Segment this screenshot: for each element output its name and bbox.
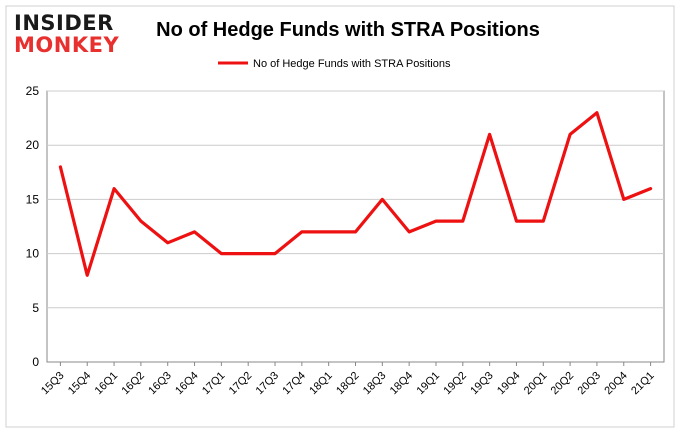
- data-point: [488, 133, 491, 136]
- y-tick-label: 25: [26, 84, 40, 98]
- y-axis-ticks: 0 5 10 15 20 25: [26, 84, 40, 369]
- data-point: [139, 219, 143, 223]
- data-point: [461, 219, 465, 223]
- data-point: [220, 252, 223, 255]
- data-point: [112, 187, 116, 190]
- y-tick-label: 20: [26, 138, 40, 152]
- series-group: [58, 111, 653, 277]
- data-point: [246, 252, 250, 255]
- data-point: [86, 274, 89, 277]
- data-point: [381, 198, 384, 201]
- data-point: [622, 198, 625, 201]
- data-point: [434, 219, 438, 223]
- data-point: [166, 241, 169, 244]
- legend: No of Hedge Funds with STRA Positions: [218, 58, 451, 70]
- data-point: [515, 219, 518, 223]
- data-point: [595, 111, 599, 114]
- logo-line2: MONKEY: [14, 33, 119, 57]
- data-point: [300, 230, 304, 234]
- y-tick-label: 15: [26, 192, 40, 206]
- data-point: [407, 230, 411, 234]
- data-point: [542, 219, 545, 223]
- data-point: [59, 165, 62, 169]
- y-tick-label: 5: [32, 301, 39, 315]
- chart-title: No of Hedge Funds with STRA Positions: [156, 19, 540, 41]
- y-tick-label: 0: [32, 355, 39, 369]
- data-point: [193, 230, 196, 234]
- y-tick-label: 10: [26, 247, 40, 261]
- data-point: [354, 230, 357, 234]
- logo-line1: INSIDER: [14, 11, 114, 35]
- legend-label: No of Hedge Funds with STRA Positions: [253, 58, 451, 70]
- data-point: [273, 252, 277, 255]
- data-point: [568, 133, 572, 136]
- data-point: [649, 187, 652, 190]
- data-point: [327, 230, 330, 234]
- insider-monkey-logo: INSIDER MONKEY: [14, 11, 119, 57]
